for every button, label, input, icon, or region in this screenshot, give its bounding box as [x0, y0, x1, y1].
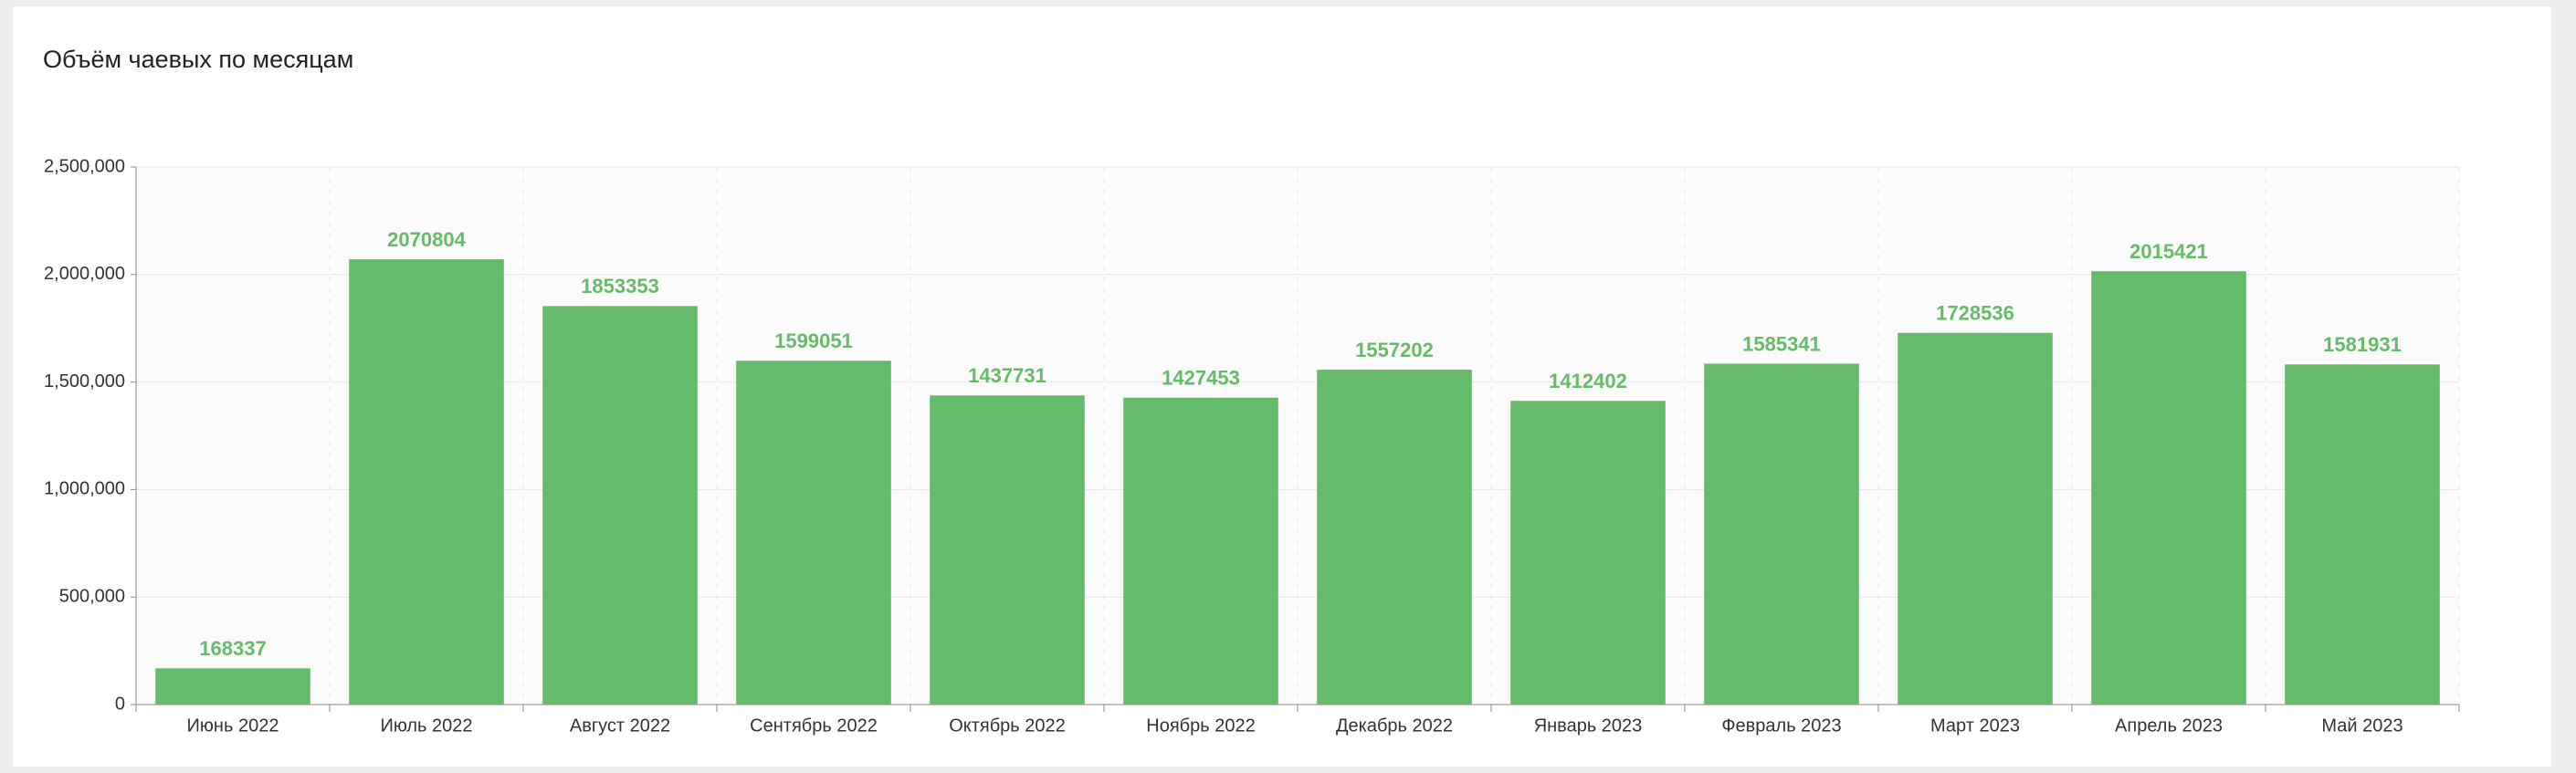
value-label: 168337 [199, 637, 266, 660]
x-tick-label: Апрель 2023 [2115, 716, 2223, 736]
x-tick-label: Декабрь 2022 [1336, 716, 1453, 736]
x-tick-label: Январь 2023 [1534, 716, 1643, 736]
x-tick-label: Март 2023 [1930, 716, 2020, 736]
value-label: 1427453 [1162, 367, 1240, 390]
x-tick-label: Июль 2022 [380, 716, 472, 736]
x-tick-label: Ноябрь 2022 [1146, 716, 1255, 736]
bar [1317, 370, 1472, 705]
x-tick-label: Июнь 2022 [187, 716, 279, 736]
y-tick-label: 2,000,000 [44, 264, 125, 284]
bar [155, 668, 310, 705]
y-tick-label: 0 [115, 694, 125, 714]
x-tick-label: Август 2022 [570, 716, 670, 736]
y-tick-label: 500,000 [59, 586, 125, 606]
y-tick-label: 2,500,000 [44, 156, 125, 176]
bar [736, 360, 891, 705]
bar [1123, 397, 1278, 705]
x-tick-label: Май 2023 [2321, 716, 2403, 736]
y-tick-label: 1,000,000 [44, 479, 125, 499]
value-label: 2070804 [387, 228, 466, 251]
bar [2285, 364, 2440, 705]
x-tick-label: Февраль 2023 [1721, 716, 1841, 736]
x-tick-label: Октябрь 2022 [949, 716, 1066, 736]
value-label: 1853353 [581, 275, 659, 298]
bar [930, 395, 1085, 705]
value-label: 2015421 [2129, 240, 2208, 263]
bar [1510, 401, 1666, 705]
value-label: 1581931 [2323, 333, 2402, 356]
value-label: 1412402 [1549, 370, 1627, 392]
bar [1898, 332, 2053, 705]
value-label: 1557202 [1355, 339, 1434, 361]
value-label: 1585341 [1742, 332, 1821, 355]
value-label: 1728536 [1936, 302, 2014, 325]
value-label: 1437731 [968, 364, 1046, 387]
bar [1704, 363, 1859, 705]
bar [2091, 271, 2246, 705]
x-tick-label: Сентябрь 2022 [750, 716, 878, 736]
bar [542, 306, 698, 705]
y-tick-label: 1,500,000 [44, 371, 125, 392]
value-label: 1599051 [774, 329, 853, 352]
chart-title: Объём чаевых по месяцам [43, 46, 353, 73]
bar [349, 259, 504, 705]
